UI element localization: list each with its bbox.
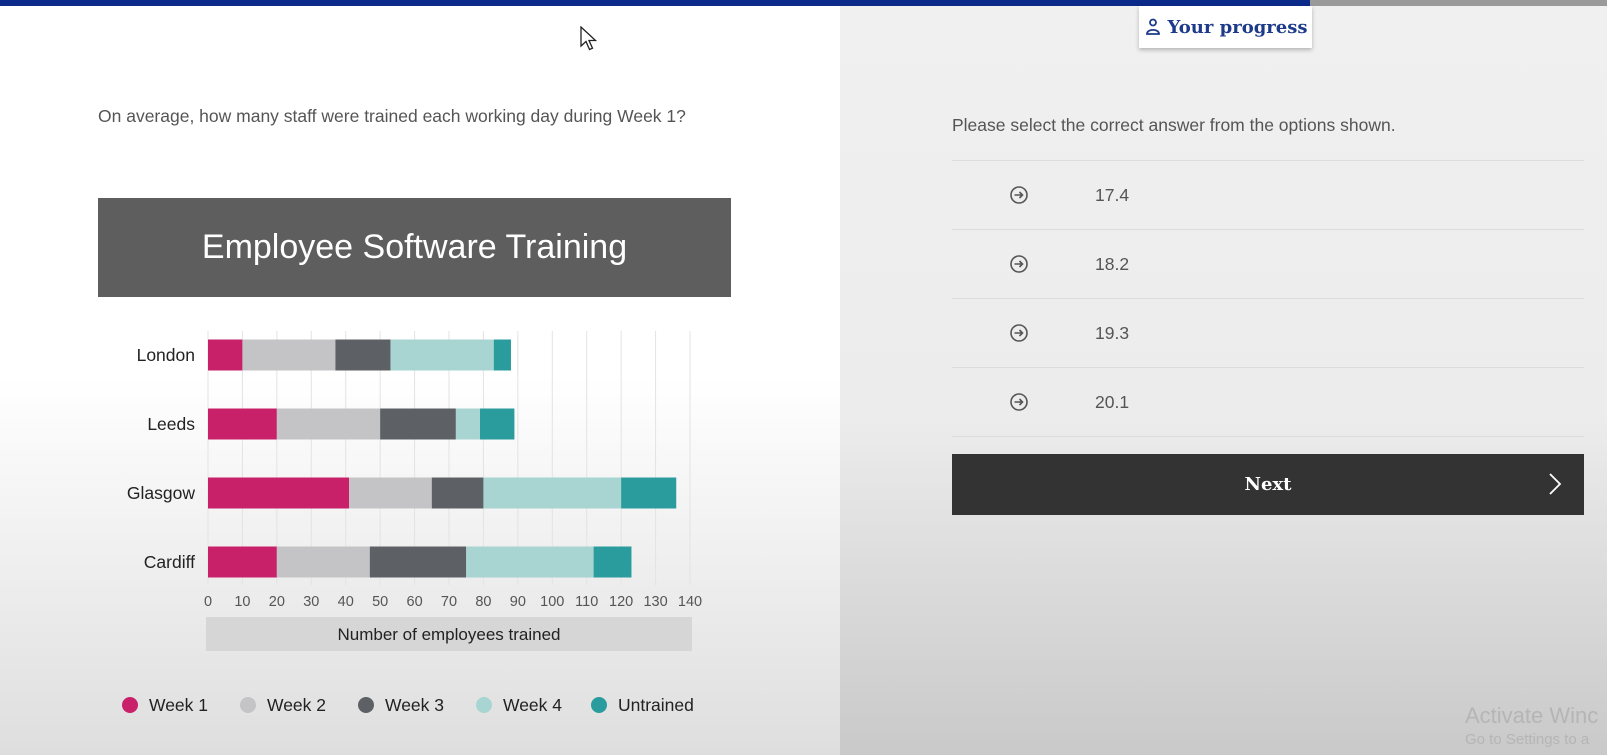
bar-segment	[208, 408, 277, 440]
bar-segment	[455, 408, 480, 440]
x-tick-label: 60	[407, 594, 423, 610]
x-tick-label: 100	[540, 594, 564, 610]
bar-segment	[380, 408, 456, 440]
bar-segment	[493, 339, 511, 371]
legend-marker	[591, 697, 607, 713]
x-axis-label: Number of employees trained	[337, 625, 560, 644]
legend-label: Untrained	[618, 695, 694, 715]
mouse-cursor-icon	[580, 26, 598, 51]
x-tick-label: 30	[303, 594, 319, 610]
x-tick-label: 40	[338, 594, 354, 610]
arrow-circle-icon	[1010, 324, 1028, 342]
category-label: Glasgow	[127, 483, 195, 503]
category-label: Leeds	[147, 414, 195, 434]
person-outline-icon	[1145, 18, 1160, 35]
legend-marker	[476, 697, 492, 713]
bar-segment	[390, 339, 494, 371]
top-progress-bar	[0, 0, 1310, 6]
answer-option[interactable]: 18.2	[952, 229, 1584, 298]
bar-segment	[369, 546, 467, 578]
your-progress-button[interactable]: Your progress	[1139, 6, 1312, 48]
x-tick-label: 70	[441, 594, 457, 610]
x-tick-label: 120	[609, 594, 633, 610]
chart-title: Employee Software Training	[98, 198, 731, 297]
x-tick-label: 90	[510, 594, 526, 610]
answer-option-label: 20.1	[1095, 391, 1130, 412]
your-progress-label: Your progress	[1167, 16, 1308, 38]
next-button[interactable]: Next	[952, 454, 1584, 515]
x-axis-label-band	[206, 617, 692, 651]
legend-marker	[240, 697, 256, 713]
bar-segment	[621, 477, 677, 509]
x-tick-label: 10	[234, 594, 250, 610]
x-tick-label: 20	[269, 594, 285, 610]
bar-segment	[276, 408, 381, 440]
x-tick-label: 80	[475, 594, 491, 610]
watermark-line2: Go to Settings to a	[1465, 731, 1590, 748]
bar-segment	[349, 477, 432, 509]
x-tick-label: 0	[204, 594, 212, 610]
legend-label: Week 4	[503, 695, 562, 715]
answer-option-label: 17.4	[1095, 184, 1130, 205]
bar-segment	[208, 339, 243, 371]
legend-marker	[358, 697, 374, 713]
bar-segment	[242, 339, 336, 371]
bar-segment	[335, 339, 391, 371]
bar-segment	[483, 477, 622, 509]
legend-label: Week 3	[385, 695, 444, 715]
bar-segment	[276, 546, 370, 578]
arrow-circle-icon	[1010, 186, 1028, 204]
x-tick-label: 50	[372, 594, 388, 610]
stacked-bar-chart: London Leeds Glasgow Cardiff 0 10 20 30 40 50 60 70…	[122, 331, 702, 715]
category-label: London	[137, 345, 195, 365]
question-text: On average, how many staff were trained …	[98, 106, 686, 126]
bar-segment	[431, 477, 484, 509]
answer-option-label: 18.2	[1095, 253, 1130, 274]
category-label: Cardiff	[144, 552, 195, 572]
watermark-line1: Activate Winc	[1465, 703, 1599, 728]
answer-pane	[840, 6, 1607, 755]
bar-segment	[208, 546, 277, 578]
top-progress-bar-remaining	[1310, 0, 1607, 6]
bar-segment	[208, 477, 350, 509]
answer-options: 17.4 18.2 19.3 20.1	[952, 160, 1584, 437]
x-tick-label: 110	[575, 594, 598, 610]
x-tick-label: 140	[678, 594, 702, 610]
chevron-right-icon	[1549, 473, 1562, 495]
next-button-label: Next	[1244, 474, 1292, 495]
answer-option[interactable]: 17.4	[952, 160, 1584, 229]
x-tick-label: 130	[643, 594, 667, 610]
bar-segment	[466, 546, 594, 578]
legend-marker	[122, 697, 138, 713]
answer-option-label: 19.3	[1095, 322, 1130, 343]
bar-segment	[593, 546, 632, 578]
answer-instruction: Please select the correct answer from th…	[952, 115, 1396, 135]
legend-label: Week 2	[267, 695, 326, 715]
bar-segment	[479, 408, 515, 440]
legend-label: Week 1	[149, 695, 208, 715]
arrow-circle-icon	[1010, 393, 1028, 411]
windows-activation-watermark: Activate Winc Go to Settings to a	[1465, 703, 1598, 748]
arrow-circle-icon	[1010, 255, 1028, 273]
answer-option[interactable]: 19.3	[952, 298, 1584, 367]
answer-option[interactable]: 20.1	[952, 367, 1584, 437]
